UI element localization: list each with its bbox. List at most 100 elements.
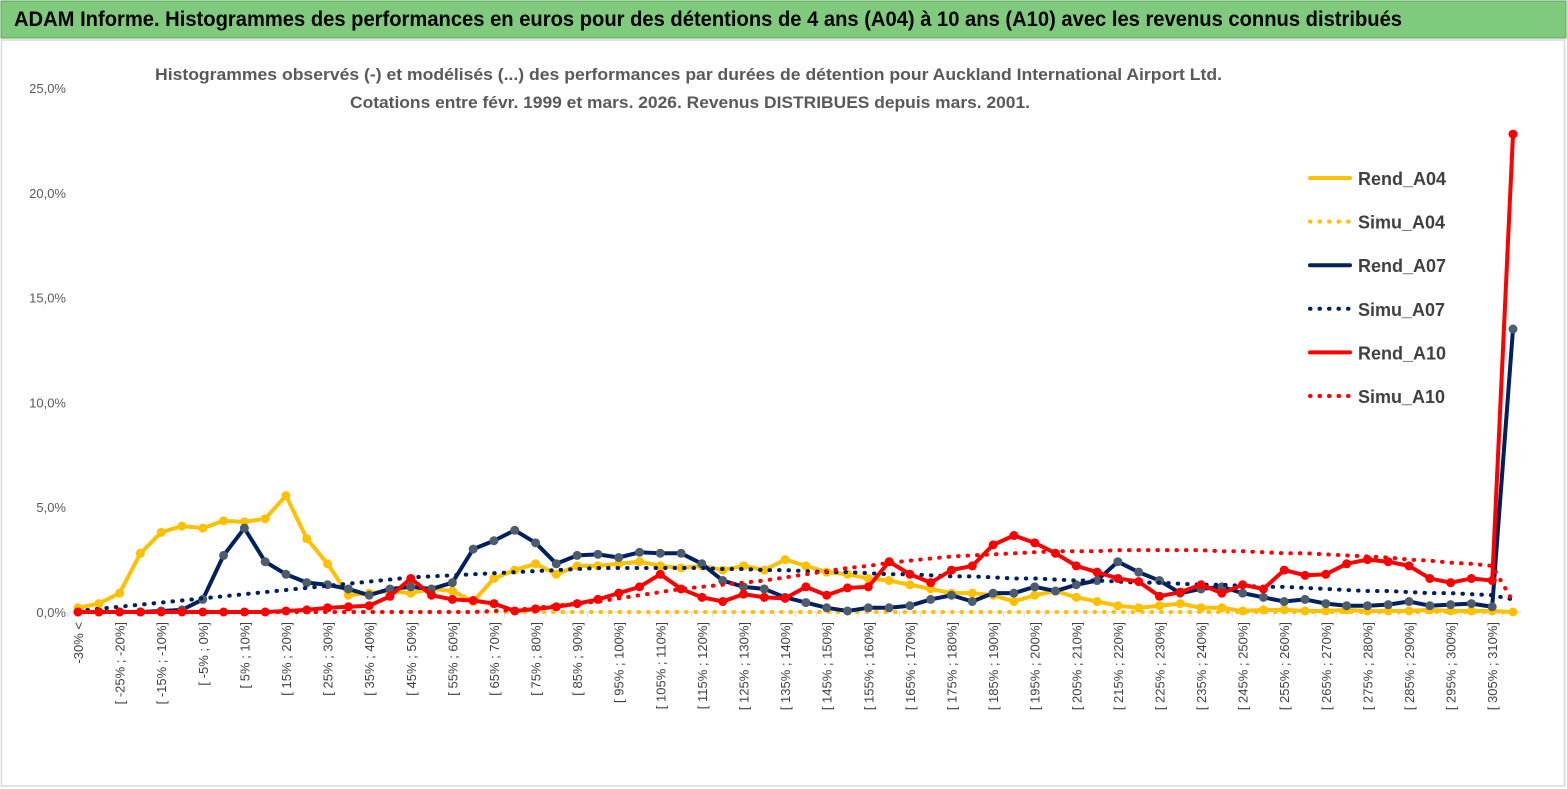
x-tick-label: [ 115% ; 120%] bbox=[695, 622, 710, 709]
point-marker bbox=[988, 588, 998, 598]
x-tick-label: [ -15% ; -10%] bbox=[154, 622, 169, 704]
y-tick-label: 0,0% bbox=[36, 605, 66, 620]
point-marker bbox=[1154, 591, 1164, 601]
point-marker bbox=[884, 576, 894, 586]
point-marker bbox=[1071, 592, 1081, 602]
point-marker bbox=[614, 553, 624, 563]
point-marker bbox=[1508, 324, 1518, 334]
series-line bbox=[76, 548, 1515, 614]
x-tick-label: [ 215% ; 220%] bbox=[1111, 622, 1126, 710]
x-tick-label: [ 105% ; 110%] bbox=[653, 622, 668, 709]
point-marker bbox=[946, 590, 956, 600]
point-marker bbox=[447, 594, 457, 604]
x-tick-label: [ 225% ; 230%] bbox=[1152, 622, 1167, 710]
x-tick-label: [ 25% ; 30%] bbox=[321, 622, 336, 696]
point-marker bbox=[635, 557, 645, 567]
point-marker bbox=[946, 565, 956, 575]
point-marker bbox=[260, 557, 270, 567]
point-marker bbox=[1487, 602, 1497, 612]
point-marker bbox=[1404, 561, 1414, 571]
point-marker bbox=[842, 606, 852, 616]
point-marker bbox=[489, 573, 499, 583]
legend-label: Rend_A07 bbox=[1358, 256, 1446, 276]
y-tick-label: 20,0% bbox=[29, 186, 66, 201]
point-marker bbox=[1300, 570, 1310, 580]
point-marker bbox=[1466, 573, 1476, 583]
y-tick-label: 25,0% bbox=[29, 81, 66, 96]
x-tick-label: [ 145% ; 150%] bbox=[820, 622, 835, 710]
point-marker bbox=[1071, 561, 1081, 571]
point-marker bbox=[905, 601, 915, 611]
chart-subtitle: Histogrammes observés (-) et modélisés (… bbox=[155, 65, 1222, 84]
point-marker bbox=[531, 538, 541, 548]
x-tick-label: [ 235% ; 240%] bbox=[1194, 622, 1209, 710]
point-marker bbox=[1196, 580, 1206, 590]
point-marker bbox=[489, 536, 499, 546]
point-marker bbox=[281, 491, 291, 501]
point-marker bbox=[1258, 592, 1268, 602]
series-line bbox=[76, 493, 1515, 614]
point-marker bbox=[967, 561, 977, 571]
x-tick-label: [ -5% ; 0%] bbox=[196, 622, 211, 686]
x-tick-label: [ 275% ; 280%] bbox=[1360, 622, 1375, 710]
point-marker bbox=[531, 559, 541, 569]
point-marker bbox=[1113, 557, 1123, 567]
chart-subtitle: Cotations entre févr. 1999 et mars. 2026… bbox=[350, 93, 1030, 112]
x-tick-label: [ 135% ; 140%] bbox=[778, 622, 793, 710]
x-tick-label: -30% < bbox=[71, 622, 86, 664]
x-tick-label: [ -25% ; -20%] bbox=[113, 622, 128, 704]
x-tick-label: [ 285% ; 290%] bbox=[1402, 622, 1417, 710]
point-marker bbox=[323, 603, 333, 613]
x-tick-label: [ 125% ; 130%] bbox=[737, 622, 752, 710]
point-marker bbox=[1154, 601, 1164, 611]
point-marker bbox=[926, 578, 936, 588]
point-marker bbox=[801, 561, 811, 571]
point-marker bbox=[1362, 601, 1372, 611]
point-marker bbox=[1134, 603, 1144, 613]
point-marker bbox=[551, 569, 561, 579]
point-marker bbox=[1030, 590, 1040, 600]
x-tick-label: [ 15% ; 20%] bbox=[279, 622, 294, 696]
x-tick-label: [ 165% ; 170%] bbox=[903, 622, 918, 710]
legend-label: Rend_A10 bbox=[1358, 343, 1446, 363]
point-marker bbox=[1466, 599, 1476, 609]
x-tick-label: [ 205% ; 210%] bbox=[1069, 622, 1084, 710]
point-marker bbox=[926, 594, 936, 604]
point-marker bbox=[1092, 597, 1102, 607]
point-marker bbox=[1279, 597, 1289, 607]
point-marker bbox=[759, 584, 769, 594]
point-marker bbox=[323, 559, 333, 569]
point-marker bbox=[780, 593, 790, 603]
point-marker bbox=[177, 521, 187, 531]
point-marker bbox=[468, 595, 478, 605]
point-marker bbox=[1446, 600, 1456, 610]
point-marker bbox=[863, 603, 873, 613]
point-marker bbox=[1113, 573, 1123, 583]
legend-label: Simu_A07 bbox=[1358, 300, 1445, 320]
point-marker bbox=[198, 523, 208, 533]
point-marker bbox=[697, 592, 707, 602]
x-tick-label: [ 245% ; 250%] bbox=[1236, 622, 1251, 710]
point-marker bbox=[343, 602, 353, 612]
series-line bbox=[76, 327, 1515, 614]
x-tick-label: [ 195% ; 200%] bbox=[1028, 622, 1043, 710]
point-marker bbox=[406, 582, 416, 592]
point-marker bbox=[94, 599, 104, 609]
x-tick-label: [ 185% ; 190%] bbox=[986, 622, 1001, 710]
x-tick-label: [ 5% ; 10%] bbox=[237, 622, 252, 688]
point-marker bbox=[1113, 601, 1123, 611]
point-marker bbox=[260, 514, 270, 524]
point-marker bbox=[1487, 576, 1497, 586]
point-marker bbox=[801, 582, 811, 592]
point-marker bbox=[801, 598, 811, 608]
x-tick-label: [ 65% ; 70%] bbox=[487, 622, 502, 696]
point-marker bbox=[863, 582, 873, 592]
point-marker bbox=[1383, 557, 1393, 567]
x-tick-label: [ 265% ; 270%] bbox=[1319, 622, 1334, 710]
point-marker bbox=[614, 588, 624, 598]
point-marker bbox=[510, 525, 520, 535]
point-marker bbox=[1134, 567, 1144, 577]
point-marker bbox=[1009, 530, 1019, 540]
